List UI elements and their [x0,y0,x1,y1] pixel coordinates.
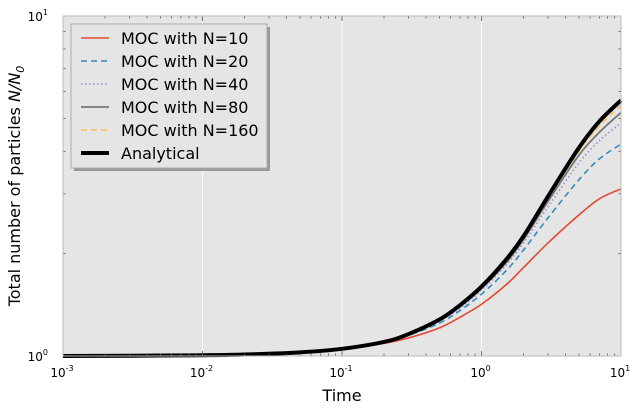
x-tick-label-base: 10 [190,366,205,380]
x-tick-label-exponent: 1 [625,364,630,373]
legend: MOC with N=10 MOC with N=20 MOC with N=40 M… [70,23,270,171]
x-tick-label-base: 10 [329,366,344,380]
legend-entry-3: MOC with N=40 [121,75,248,94]
y-tick-label: 100 [28,348,48,364]
legend-entry-6: Analytical [121,144,200,163]
x-tick-label-exponent: 0 [486,364,491,373]
x-tick-label-base: 10 [50,366,65,380]
legend-entry-2: MOC with N=20 [121,52,248,71]
x-tick-label-base: 10 [610,366,625,380]
legend-entry-4: MOC with N=80 [121,98,248,117]
legend-box [70,23,268,169]
series-layer [62,98,623,358]
x-tick-label-exponent: -1 [345,364,353,373]
x-tick-label: 101 [610,364,630,380]
x-tick-label: 10-3 [50,364,73,380]
y-tick-label-exponent: 0 [43,348,48,357]
y-axis-label-math: N/N [5,73,24,102]
x-tick-label: 10-1 [329,364,352,380]
x-tick-label-exponent: -3 [66,364,74,373]
x-tick-label-exponent: -2 [205,364,213,373]
x-axis-label: Time [321,386,361,405]
x-tick-label: 10-2 [190,364,213,380]
y-tick-label-base: 10 [28,10,43,24]
y-axis-label: Total number of particles N/N0 [5,66,27,308]
x-tick-label: 100 [470,364,490,380]
y-tick-label-base: 10 [28,350,43,364]
series-line-6 [62,98,623,358]
y-axis-label-text: Total number of particles [5,102,24,307]
x-tick-label-base: 10 [470,366,485,380]
series-line-2 [62,143,622,357]
legend-entry-1: MOC with N=10 [121,29,248,48]
legend-entry-5: MOC with N=160 [121,121,259,140]
y-axis-label-subscript: 0 [14,66,27,73]
plot-frame [62,15,622,357]
y-tick-label-exponent: 1 [43,8,48,17]
y-tick-label: 101 [28,8,48,24]
